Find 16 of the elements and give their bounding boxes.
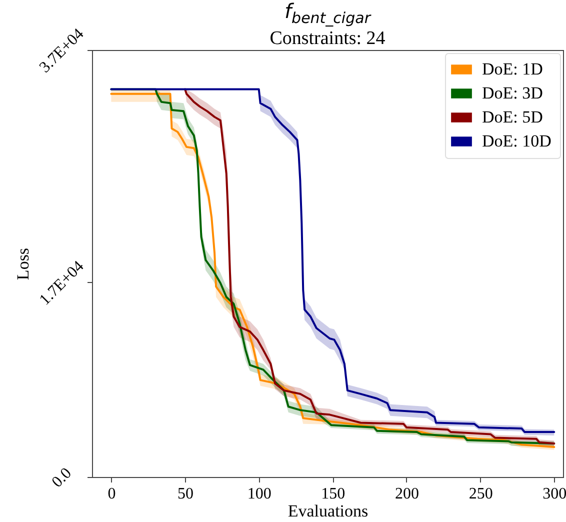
x-tick-label: 250 — [468, 486, 493, 502]
x-tick-label: 300 — [542, 486, 566, 502]
chart-subtitle: Constraints: 24 — [268, 28, 386, 49]
x-tick-label: 100 — [247, 486, 272, 502]
legend-label: DoE: 1D — [482, 60, 543, 78]
y-tick-label: 0.0 — [48, 464, 75, 491]
x-tick-label: 0 — [108, 486, 116, 502]
x-tick-label: 50 — [178, 486, 194, 502]
x-tick-label: 150 — [321, 486, 346, 502]
x-tick-label: 200 — [394, 486, 419, 502]
legend-label: DoE: 3D — [482, 84, 543, 102]
y-axis-title: Loss — [13, 248, 32, 280]
x-axis-title: Evaluations — [288, 502, 368, 520]
legend-label: DoE: 5D — [482, 108, 543, 126]
chart-title: f$_{bent_cigar}$ — [284, 0, 372, 29]
legend-label: DoE: 10D — [482, 132, 552, 150]
